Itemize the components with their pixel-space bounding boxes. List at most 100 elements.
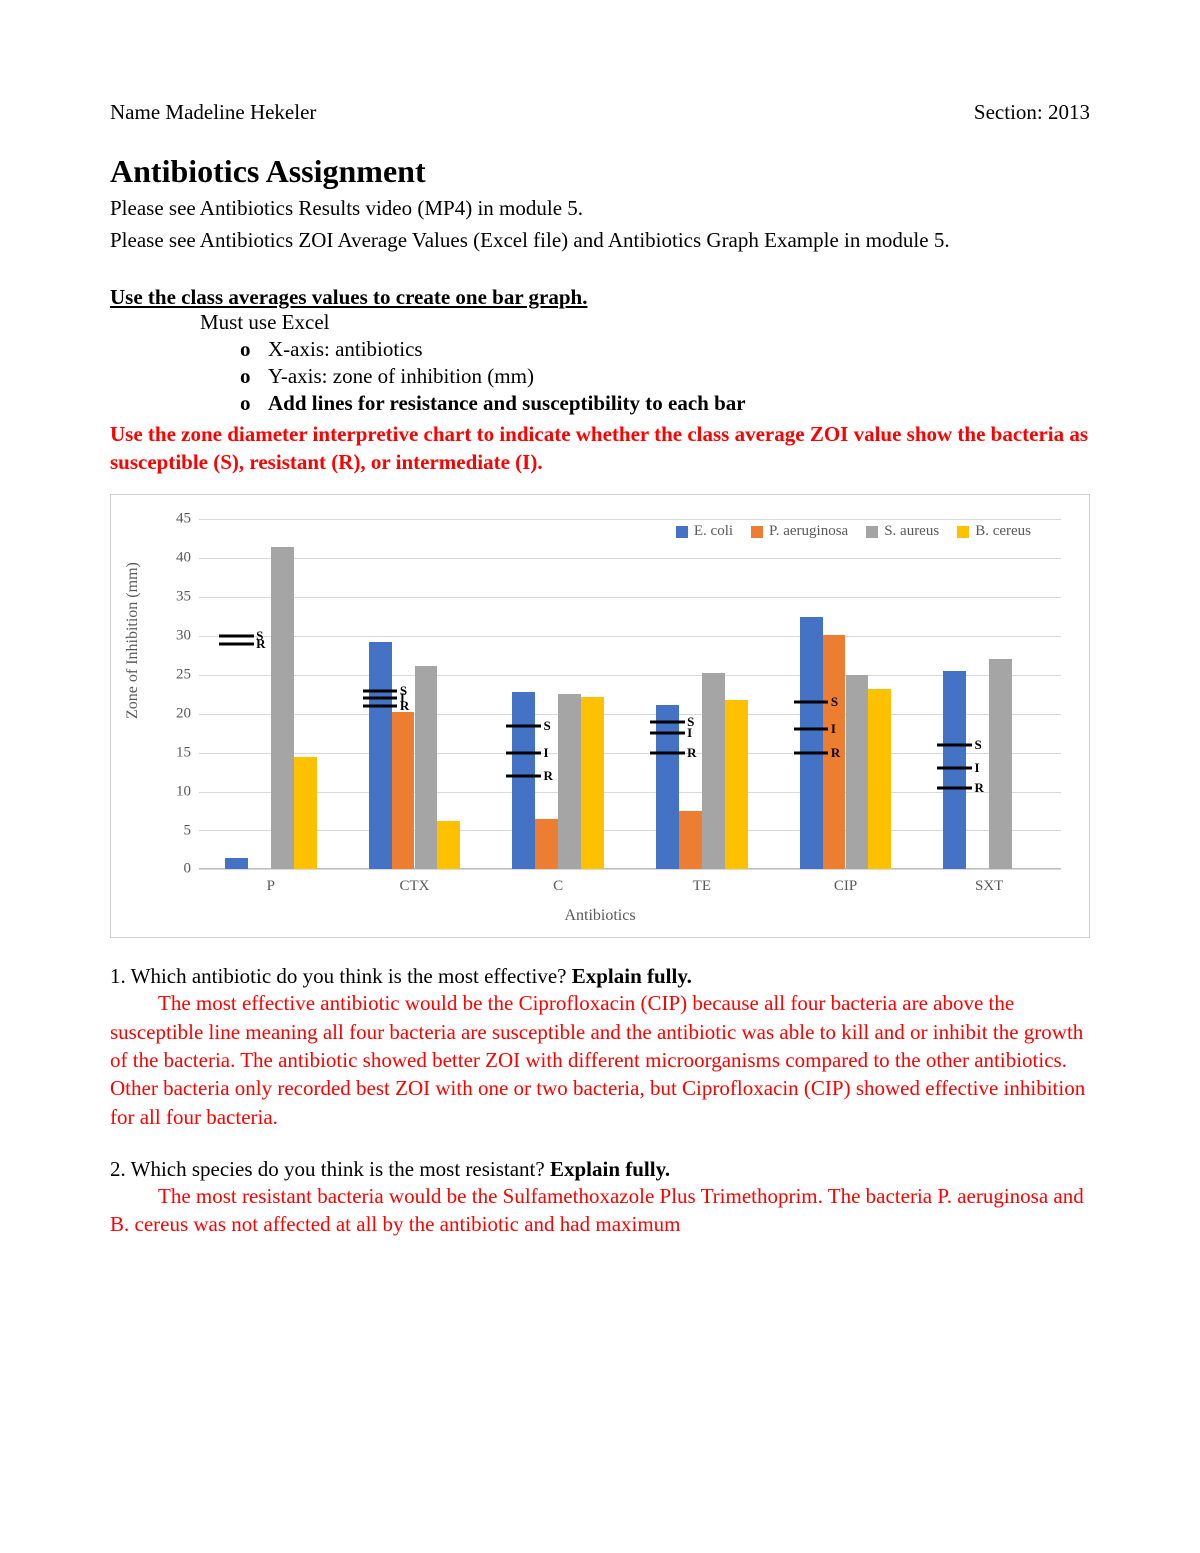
- threshold-label: R: [400, 698, 409, 714]
- header-row: Name Madeline Hekeler Section: 2013: [110, 100, 1090, 125]
- chart-bar: [702, 673, 725, 869]
- bullet-item: oX-axis: antibiotics: [240, 337, 1090, 362]
- intro-line: Please see Antibiotics ZOI Average Value…: [110, 226, 1090, 254]
- threshold-label: R: [831, 745, 840, 761]
- threshold-label: R: [975, 780, 984, 796]
- legend-item: P. aeruginosa: [751, 523, 848, 540]
- threshold-line: [650, 732, 684, 735]
- chart-bar: [846, 675, 869, 869]
- threshold-label: I: [687, 725, 692, 741]
- q1-answer: The most effective antibiotic would be t…: [110, 989, 1090, 1131]
- y-tick: 15: [161, 744, 191, 761]
- threshold-label: I: [975, 760, 980, 776]
- threshold-line: [363, 697, 397, 700]
- chart-bar: [725, 700, 748, 870]
- chart-bar: [581, 697, 604, 870]
- y-tick: 25: [161, 666, 191, 683]
- legend-item: E. coli: [676, 523, 733, 540]
- x-axis-label: Antibiotics: [564, 907, 635, 925]
- chart-bar: [656, 705, 679, 870]
- document-page: Name Madeline Hekeler Section: 2013 Anti…: [0, 0, 1200, 1299]
- threshold-line: [363, 689, 397, 692]
- chart-bar: [392, 712, 415, 869]
- bullet-item: oY-axis: zone of inhibition (mm): [240, 364, 1090, 389]
- threshold-line: [937, 743, 971, 746]
- red-instruction: Use the zone diameter interpretive chart…: [110, 420, 1090, 477]
- chart-bar: [271, 547, 294, 870]
- threshold-line: [506, 775, 540, 778]
- threshold-line: [363, 705, 397, 708]
- y-tick: 20: [161, 705, 191, 722]
- legend-label: E. coli: [694, 523, 733, 540]
- bullet-marker: o: [240, 364, 268, 389]
- y-tick: 30: [161, 628, 191, 645]
- bullet-text: Y-axis: zone of inhibition (mm): [268, 364, 534, 389]
- threshold-label: S: [544, 718, 551, 734]
- threshold-line: [794, 751, 828, 754]
- chart-bar: [415, 666, 438, 870]
- x-tick: CTX: [400, 878, 430, 895]
- chart-bar: [535, 819, 558, 870]
- threshold-line: [506, 724, 540, 727]
- x-tick: CIP: [834, 878, 857, 895]
- q1-prompt-bold: Explain fully.: [572, 964, 692, 988]
- threshold-line: [506, 751, 540, 754]
- legend-swatch: [676, 526, 688, 538]
- threshold-line: [219, 642, 253, 645]
- y-tick: 10: [161, 783, 191, 800]
- y-tick: 35: [161, 589, 191, 606]
- chart-legend: E. coli P. aeruginosa S. aureus B. cereus: [676, 523, 1031, 540]
- chart-bar: [868, 689, 891, 869]
- threshold-label: S: [975, 737, 982, 753]
- threshold-line: [937, 786, 971, 789]
- intro-line: Please see Antibiotics Results video (MP…: [110, 194, 1090, 222]
- chart-frame: Zone of Inhibition (mm) Antibiotics E. c…: [110, 494, 1090, 938]
- q2-answer: The most resistant bacteria would be the…: [110, 1182, 1090, 1239]
- chart-bar: [225, 858, 248, 870]
- q1-prompt: 1. Which antibiotic do you think is the …: [110, 964, 572, 988]
- intro-lines: Please see Antibiotics Results video (MP…: [110, 194, 1090, 255]
- x-tick: C: [553, 878, 563, 895]
- x-tick: P: [267, 878, 275, 895]
- question-1: 1. Which antibiotic do you think is the …: [110, 964, 1090, 989]
- threshold-label: R: [544, 768, 553, 784]
- y-tick: 5: [161, 822, 191, 839]
- threshold-label: R: [256, 636, 265, 652]
- threshold-line: [219, 635, 253, 638]
- legend-swatch: [957, 526, 969, 538]
- chart-bar: [512, 692, 535, 869]
- y-tick: 40: [161, 550, 191, 567]
- threshold-label: S: [831, 694, 838, 710]
- instruction-sub: Must use Excel: [200, 310, 1090, 335]
- chart-bar: [294, 757, 317, 870]
- legend-label: S. aureus: [884, 523, 939, 540]
- y-axis-label: Zone of Inhibition (mm): [124, 563, 142, 720]
- legend-label: P. aeruginosa: [769, 523, 848, 540]
- threshold-line: [650, 751, 684, 754]
- bullet-text: X-axis: antibiotics: [268, 337, 423, 362]
- chart-bar: [943, 671, 966, 869]
- y-tick: 0: [161, 861, 191, 878]
- instruction-bullets: oX-axis: antibioticsoY-axis: zone of inh…: [240, 337, 1090, 416]
- chart-bar: [437, 821, 460, 869]
- section-label: Section: 2013: [974, 100, 1090, 125]
- page-title: Antibiotics Assignment: [110, 153, 1090, 190]
- student-name: Name Madeline Hekeler: [110, 100, 316, 125]
- threshold-line: [794, 701, 828, 704]
- chart-plot: E. coliP. aeruginosaS. aureusB. cereus 0…: [199, 519, 1061, 869]
- instruction-heading: Use the class averages values to create …: [110, 285, 1090, 310]
- threshold-label: I: [544, 745, 549, 761]
- chart-bar: [679, 811, 702, 869]
- bullet-text: Add lines for resistance and susceptibil…: [268, 391, 746, 416]
- y-tick: 45: [161, 511, 191, 528]
- threshold-label: R: [687, 745, 696, 761]
- chart-bar: [558, 694, 581, 869]
- legend-item: S. aureus: [866, 523, 939, 540]
- chart-area: Zone of Inhibition (mm) Antibiotics E. c…: [129, 509, 1071, 929]
- legend-item: B. cereus: [957, 523, 1031, 540]
- bullet-marker: o: [240, 391, 268, 416]
- q2-prompt-bold: Explain fully.: [550, 1157, 670, 1181]
- threshold-label: I: [831, 721, 836, 737]
- legend-swatch: [866, 526, 878, 538]
- x-tick: SXT: [975, 878, 1003, 895]
